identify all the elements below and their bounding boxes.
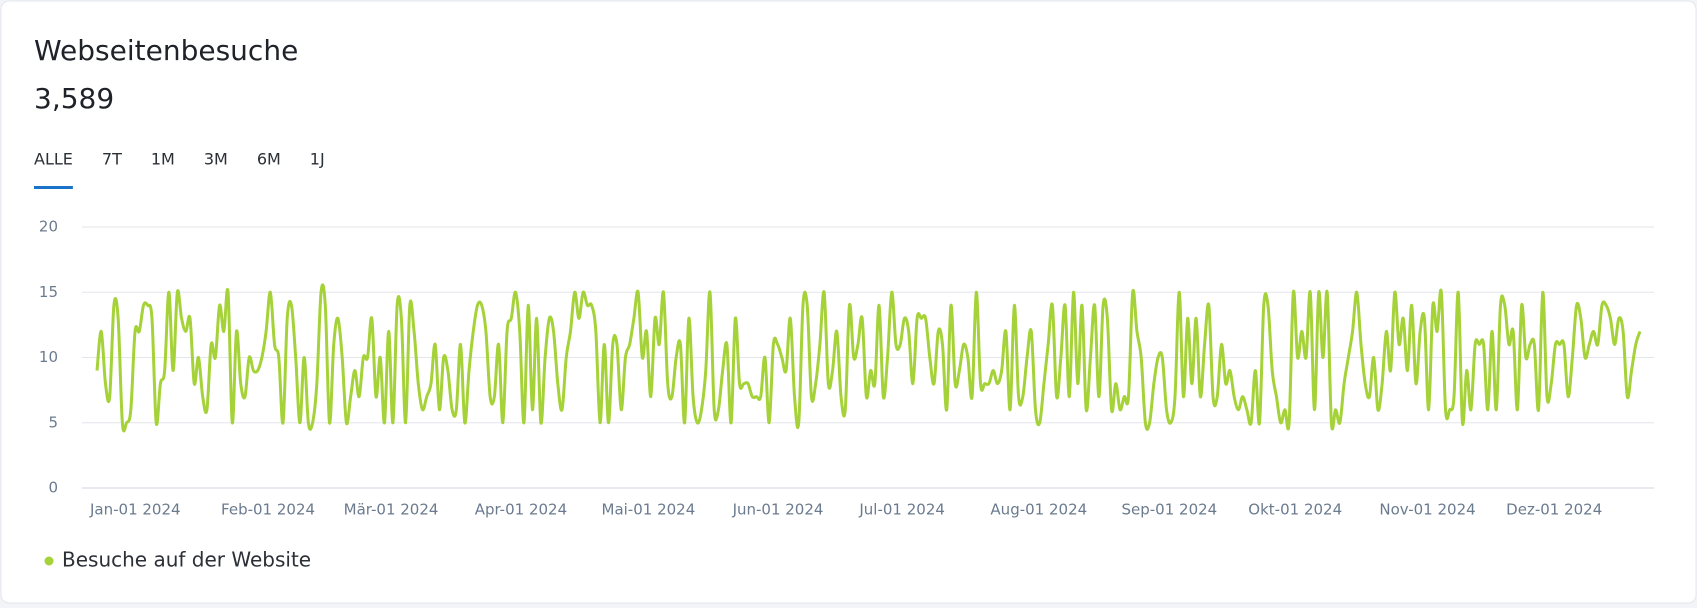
range-tab[interactable]: 7T xyxy=(102,150,122,169)
card-title: Webseitenbesuche xyxy=(34,34,298,67)
x-tick-label: Dez-01 2024 xyxy=(1506,501,1602,519)
y-tick-label: 0 xyxy=(48,479,58,497)
range-tab[interactable]: 6M xyxy=(257,150,281,169)
x-tick-label: Okt-01 2024 xyxy=(1248,501,1342,519)
x-tick-label: Nov-01 2024 xyxy=(1379,501,1475,519)
x-tick-label: Jan-01 2024 xyxy=(89,501,181,519)
series-line xyxy=(95,283,1642,433)
x-tick-label: Aug-01 2024 xyxy=(990,501,1087,519)
range-tab[interactable]: 1M xyxy=(151,150,175,169)
legend-marker xyxy=(44,556,54,566)
active-tab-underline xyxy=(34,186,73,189)
x-tick-label: Jul-01 2024 xyxy=(858,501,945,519)
total-visits: 3,589 xyxy=(34,82,114,115)
y-tick-label: 15 xyxy=(39,283,58,301)
range-tab[interactable]: ALLE xyxy=(34,150,73,169)
x-tick-label: Jun-01 2024 xyxy=(732,501,824,519)
x-tick-label: Feb-01 2024 xyxy=(221,501,315,519)
range-tab[interactable]: 3M xyxy=(204,150,228,169)
x-tick-label: Mai-01 2024 xyxy=(602,501,696,519)
x-tick-label: Sep-01 2024 xyxy=(1121,501,1217,519)
legend-label: Besuche auf der Website xyxy=(62,548,311,572)
range-tab[interactable]: 1J xyxy=(310,150,325,169)
x-tick-label: Mär-01 2024 xyxy=(344,501,439,519)
y-tick-label: 10 xyxy=(39,348,58,366)
y-tick-label: 5 xyxy=(48,413,58,431)
x-tick-label: Apr-01 2024 xyxy=(475,501,567,519)
y-tick-label: 20 xyxy=(39,218,58,236)
